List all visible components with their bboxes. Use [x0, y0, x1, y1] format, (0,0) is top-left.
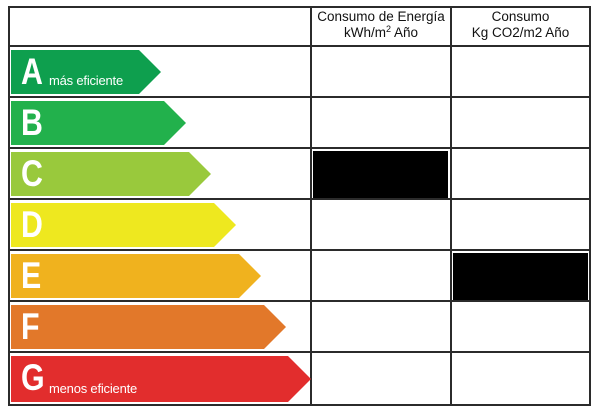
arrow-shape: [11, 356, 311, 402]
co2-header-line1: Consumo: [491, 9, 550, 24]
co2-header-line2: Kg CO2/m2 Año: [471, 25, 570, 40]
rating-letter: A: [21, 51, 43, 92]
rating-label: menos eficiente: [49, 381, 138, 396]
energy-rating-indicator: [313, 151, 448, 198]
row-divider: [8, 249, 591, 251]
energy-unit: kWh/m: [343, 25, 386, 40]
rating-letter: D: [21, 204, 43, 245]
co2-rating-indicator: [453, 253, 588, 300]
column-divider: [450, 6, 452, 406]
arrow-shape: [11, 254, 261, 298]
co2-emissions-header: Consumo Kg CO2/m2 Año: [452, 9, 589, 45]
rating-letter: F: [21, 306, 40, 347]
arrow-shape: [11, 203, 236, 247]
row-divider: [8, 96, 591, 98]
energy-consumption-header: Consumo de Energía kWh/m2 Año: [312, 9, 450, 45]
rating-arrow-c: C: [11, 152, 211, 196]
row-divider: [8, 300, 591, 302]
row-divider: [8, 147, 591, 149]
arrow-shape: [11, 305, 286, 349]
table-border-left: [8, 6, 10, 406]
energy-header-line2: kWh/m2 Año: [312, 25, 450, 41]
rating-arrow-e: E: [11, 254, 261, 298]
table-border-top: [8, 6, 591, 8]
row-divider: [8, 45, 591, 47]
rating-letter: C: [21, 153, 43, 194]
energy-unit-exponent: 2: [385, 24, 391, 34]
rating-arrow-a: A más eficiente: [11, 50, 161, 94]
arrow-shape: [11, 152, 211, 196]
rating-letter: G: [21, 357, 45, 398]
table-border-right: [589, 6, 591, 406]
table-border-bottom: [8, 404, 591, 406]
column-divider: [310, 6, 312, 406]
rating-arrow-g: G menos eficiente: [11, 356, 311, 402]
energy-unit-tail: Año: [390, 25, 419, 40]
energy-header-line1: Consumo de Energía: [317, 9, 445, 24]
arrow-shape: [11, 101, 186, 145]
rating-arrow-d: D: [11, 203, 236, 247]
arrow-shape: [11, 50, 161, 94]
rating-letter: E: [21, 255, 42, 296]
row-divider: [8, 351, 591, 353]
rating-letter: B: [21, 102, 43, 143]
row-divider: [8, 198, 591, 200]
rating-arrow-b: B: [11, 101, 186, 145]
rating-label: más eficiente: [49, 73, 123, 88]
rating-arrow-f: F: [11, 305, 286, 349]
